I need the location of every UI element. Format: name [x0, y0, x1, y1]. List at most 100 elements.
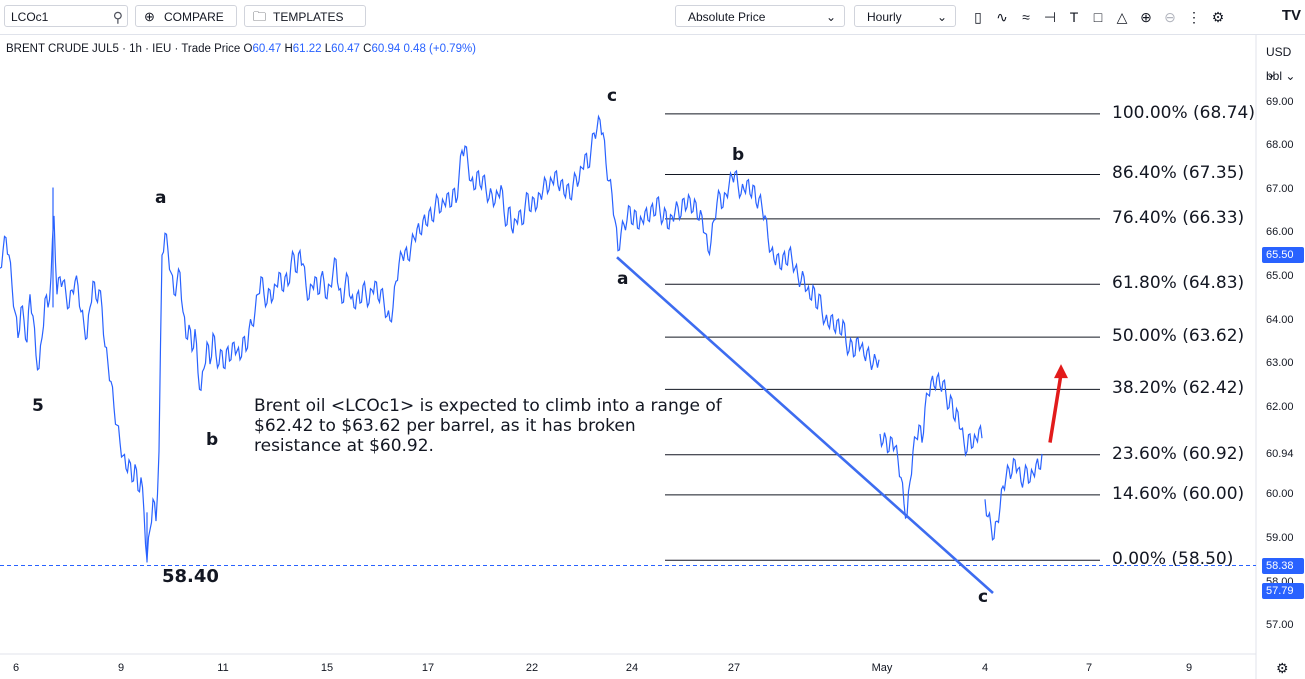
chevron-down-icon: ⌄ — [825, 10, 836, 24]
fib-level-label: 14.60% (60.00) — [1112, 483, 1245, 504]
price-source: · Trade Price — [174, 43, 241, 55]
price-mode-select[interactable]: Absolute Price ⌄ — [675, 5, 845, 27]
price-tick-label: 60.00 — [1266, 487, 1294, 500]
unit-select[interactable]: bbl ⌄ — [1260, 65, 1302, 87]
fib-level-label: 100.00% (68.74) — [1112, 102, 1255, 123]
price-line-main — [0, 114, 880, 561]
wave-label: a — [155, 188, 167, 209]
fib-level-label: 76.40% (66.33) — [1112, 207, 1245, 228]
fib-level-label: 61.80% (64.83) — [1112, 273, 1245, 294]
add-circle-icon: ⊕ — [144, 9, 155, 24]
wave-label: c — [607, 85, 618, 106]
price-tick-label: 69.00 — [1266, 95, 1294, 108]
interval-select[interactable]: Hourly ⌄ — [854, 5, 956, 27]
price-tick-label: 57.00 — [1266, 618, 1294, 631]
polygon-tool-icon[interactable]: △ — [1116, 9, 1128, 25]
price-tick-label: 68.00 — [1266, 139, 1294, 152]
time-tick-label: 7 — [1085, 662, 1093, 674]
low-price-label: 58.40 — [162, 566, 219, 587]
price-chart[interactable] — [0, 34, 1305, 679]
top-toolbar: LCOc1 ⚲ ⊕ COMPARE 🗀 TEMPLATES Absolute P… — [0, 0, 1305, 35]
low-label: L — [324, 43, 332, 55]
time-tick-label: 27 — [727, 662, 741, 674]
chevron-down-icon: ⌄ — [1285, 69, 1296, 83]
currency-value: USD — [1266, 45, 1292, 59]
more-vertical-icon[interactable]: ⋮ — [1187, 9, 1201, 25]
settings-icon[interactable]: ⚙ — [1211, 9, 1225, 25]
indicators-icon[interactable]: ∿ — [996, 9, 1008, 25]
price-tag: 65.50 — [1262, 247, 1304, 264]
arrow-head — [1054, 364, 1068, 379]
trendline — [616, 256, 994, 594]
drawing-tools: ▯ ∿ ≈ ⊣ T □ △ ⊕ ⊖ ⋮ ⚙ — [968, 6, 1228, 28]
low-value: 60.47 — [331, 43, 360, 55]
draw-wave-icon[interactable]: ≈ — [1022, 9, 1030, 25]
price-series — [0, 114, 1043, 563]
wave-label: b — [732, 144, 745, 165]
fib-level-label: 50.00% (63.62) — [1112, 326, 1245, 347]
chevron-down-icon: ⌄ — [1266, 67, 1277, 81]
chart-legend: BRENT CRUDE JUL5 · 1h · IEU · Trade Pric… — [6, 43, 476, 55]
wave-label: b — [206, 430, 219, 451]
currency-select[interactable]: USD ⌄ — [1260, 41, 1302, 81]
zoom-out-icon[interactable]: ⊖ — [1164, 9, 1176, 25]
price-tick-label: 59.00 — [1266, 531, 1294, 544]
time-tick-label: 9 — [117, 662, 125, 674]
interval-value: Hourly — [867, 10, 902, 24]
projection-arrow — [1048, 364, 1068, 443]
tradingview-logo: TV — [1281, 7, 1301, 24]
candle-type-icon[interactable]: ▯ — [974, 9, 982, 25]
instrument-name: BRENT CRUDE JUL5 · 1h · IEU — [6, 43, 172, 55]
time-tick-label: 15 — [320, 662, 334, 674]
unit-value: bbl — [1266, 69, 1283, 83]
price-tag: 57.79 — [1262, 583, 1304, 600]
fib-level-label: 86.40% (67.35) — [1112, 163, 1245, 184]
zoom-in-icon[interactable]: ⊕ — [1140, 9, 1152, 25]
time-tick-label: 11 — [217, 662, 229, 674]
time-tick-label: 22 — [525, 662, 539, 674]
compare-label: COMPARE — [164, 10, 224, 24]
arrow-shaft — [1048, 373, 1063, 443]
price-tick-label: 62.00 — [1266, 400, 1294, 413]
close-label: C — [363, 43, 372, 55]
rectangle-tool-icon[interactable]: □ — [1093, 9, 1103, 25]
fib-level-label: 0.00% (58.50) — [1112, 549, 1234, 570]
price-mode-value: Absolute Price — [688, 10, 766, 24]
fib-level-label: 23.60% (60.92) — [1112, 443, 1245, 464]
price-tick-label: 67.00 — [1266, 182, 1294, 195]
high-label: H — [284, 43, 293, 55]
time-tick-label: 9 — [1185, 662, 1193, 674]
price-line-segment-3 — [984, 453, 1043, 542]
symbol-text: LCOc1 — [11, 10, 49, 24]
search-icon[interactable]: ⚲ — [112, 9, 123, 25]
time-tick-label: 24 — [625, 662, 639, 674]
fib-level-label: 38.20% (62.42) — [1112, 378, 1245, 399]
time-tick-label: 4 — [981, 662, 989, 674]
compare-button[interactable]: ⊕ COMPARE — [135, 5, 237, 27]
price-tick-label: 66.00 — [1266, 226, 1294, 239]
price-tick-label: 65.00 — [1266, 269, 1294, 282]
templates-label: TEMPLATES — [273, 10, 344, 24]
templates-button[interactable]: 🗀 TEMPLATES — [244, 5, 366, 27]
wave-label: 5 — [32, 395, 44, 416]
time-tick-label: 6 — [12, 662, 20, 674]
change-value: 0.48 (+0.79%) — [403, 43, 477, 55]
axis-settings-icon[interactable]: ⚙ — [1276, 660, 1289, 676]
time-tick-label: 17 — [421, 662, 435, 674]
price-tag: 60.94 — [1262, 445, 1304, 462]
open-value: 60.47 — [252, 43, 282, 55]
close-value: 60.94 — [371, 43, 401, 55]
wave-label: a — [617, 269, 629, 290]
time-tick-label: May — [871, 662, 893, 674]
wave-label: c — [978, 587, 989, 608]
horizontal-line-icon[interactable]: ⊣ — [1043, 9, 1057, 25]
downtrend-line — [616, 256, 994, 594]
folder-icon: 🗀 — [253, 9, 267, 24]
high-value: 61.22 — [292, 43, 322, 55]
price-tick-label: 64.00 — [1266, 313, 1294, 326]
chevron-down-icon: ⌄ — [936, 10, 947, 24]
price-tick-label: 63.00 — [1266, 357, 1294, 370]
symbol-search-input[interactable]: LCOc1 ⚲ — [4, 5, 128, 27]
text-tool-icon[interactable]: T — [1069, 9, 1079, 25]
price-line-segment-2 — [879, 371, 983, 520]
